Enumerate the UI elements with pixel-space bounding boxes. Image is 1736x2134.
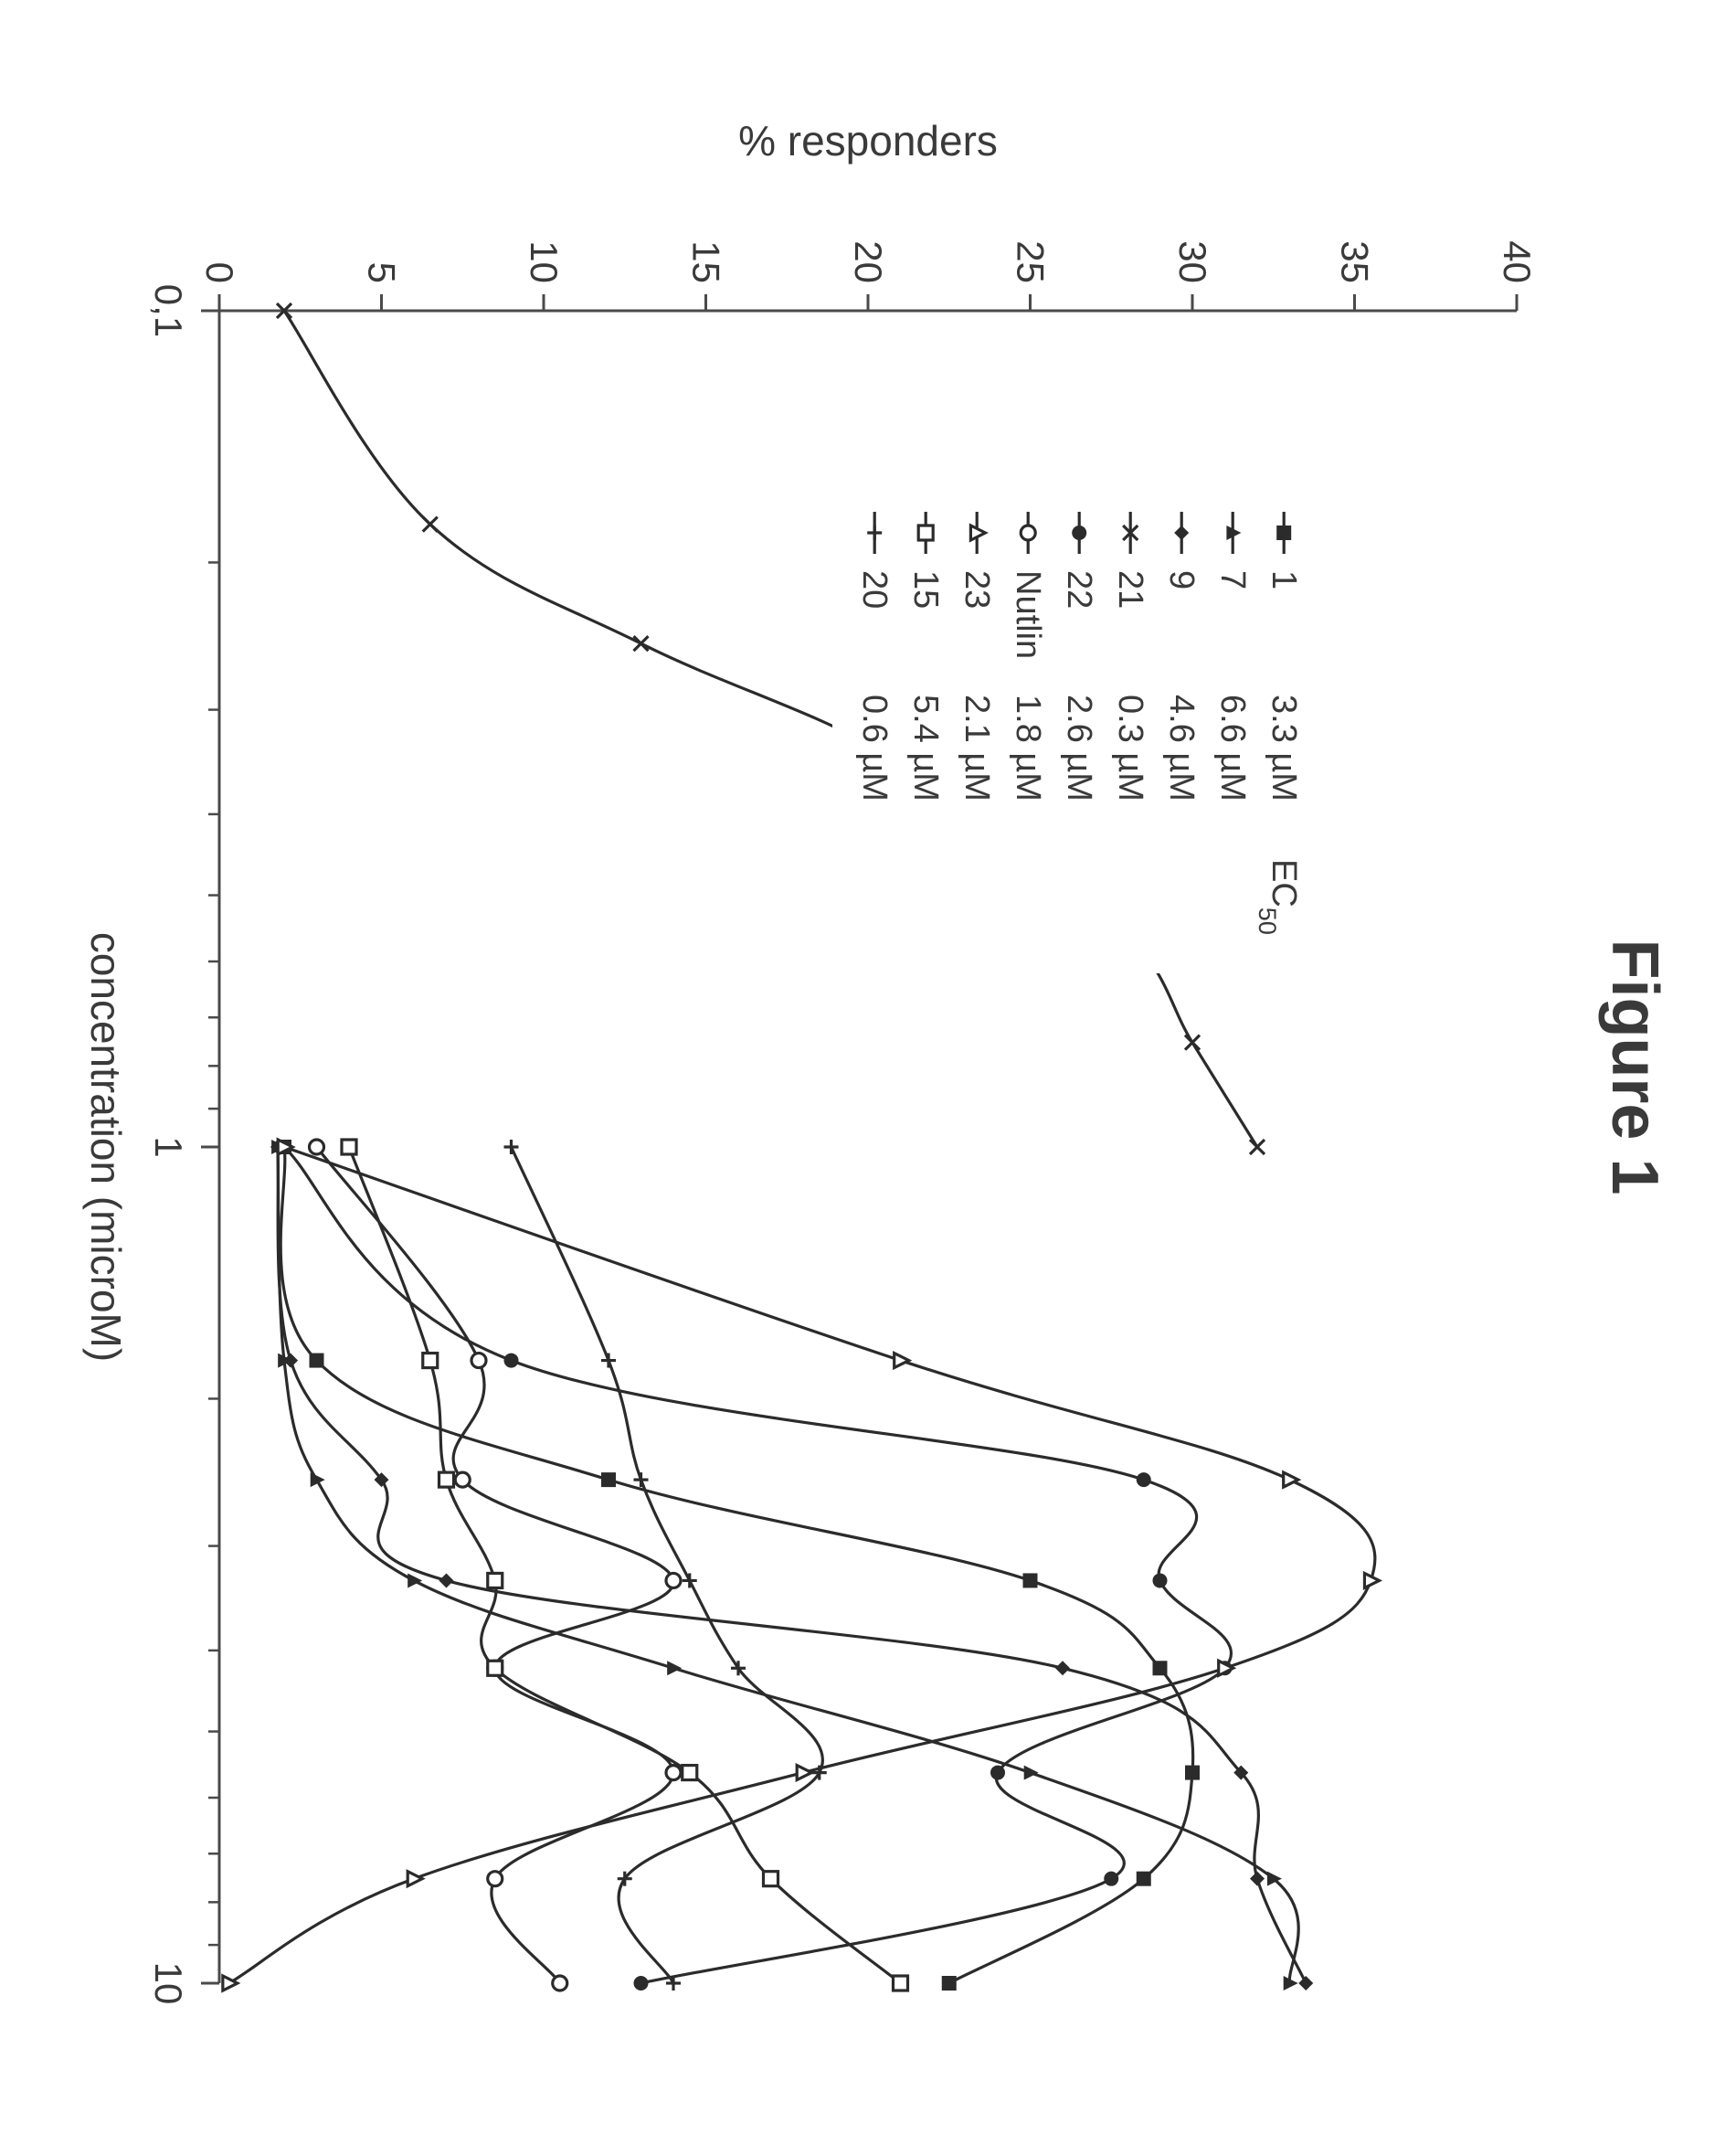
svg-text:Nutlin: Nutlin <box>1009 570 1047 659</box>
svg-text:3.3 µM: 3.3 µM <box>1265 695 1303 802</box>
svg-text:22: 22 <box>1060 570 1098 609</box>
chart-root: Figure 1 05101520253035400,1110concentra… <box>0 0 1736 2134</box>
svg-text:concentration (microM): concentration (microM) <box>82 932 130 1362</box>
svg-text:9: 9 <box>1162 570 1201 589</box>
svg-text:21: 21 <box>1111 570 1149 609</box>
svg-text:5: 5 <box>361 262 404 283</box>
svg-text:10: 10 <box>147 1962 190 2005</box>
svg-text:0,1: 0,1 <box>147 284 190 337</box>
svg-text:4.6 µM: 4.6 µM <box>1162 695 1201 802</box>
svg-text:10: 10 <box>523 240 566 283</box>
svg-text:35: 35 <box>1334 240 1377 283</box>
series-7 <box>278 1147 1298 1983</box>
svg-text:40: 40 <box>1496 240 1539 283</box>
svg-text:0.6 µM: 0.6 µM <box>855 695 894 802</box>
svg-text:1: 1 <box>147 1136 190 1157</box>
svg-text:7: 7 <box>1213 570 1252 589</box>
series-1 <box>281 1147 1193 1983</box>
series-22 <box>284 1147 1231 1983</box>
svg-text:2.6 µM: 2.6 µM <box>1060 695 1098 802</box>
svg-text:20: 20 <box>847 240 890 283</box>
svg-text:20: 20 <box>855 570 894 609</box>
svg-text:0: 0 <box>198 262 241 283</box>
svg-text:15: 15 <box>685 240 728 283</box>
series-15 <box>349 1147 901 1983</box>
svg-text:30: 30 <box>1171 240 1214 283</box>
svg-text:23: 23 <box>958 570 996 609</box>
svg-text:% responders: % responders <box>738 117 998 165</box>
chart-svg: 0 5 10 15 20 25 30 35 40 0,1 1 10 concentration (mic… <box>0 0 1736 2134</box>
svg-text:6.6 µM: 6.6 µM <box>1213 695 1252 802</box>
series-Nutlin <box>317 1147 674 1983</box>
series-20 <box>512 1147 823 1983</box>
rotated-stage: Figure 1 05101520253035400,1110concentra… <box>0 0 1736 2134</box>
series-9 <box>278 1147 1306 1983</box>
svg-text:1: 1 <box>1265 570 1303 589</box>
svg-text:25: 25 <box>1010 240 1053 283</box>
svg-text:2.1 µM: 2.1 µM <box>958 695 996 802</box>
svg-text:1.8 µM: 1.8 µM <box>1009 695 1047 802</box>
svg-text:5.4 µM: 5.4 µM <box>906 695 945 802</box>
svg-text:15: 15 <box>906 570 945 609</box>
svg-text:0.3 µM: 0.3 µM <box>1111 695 1149 802</box>
